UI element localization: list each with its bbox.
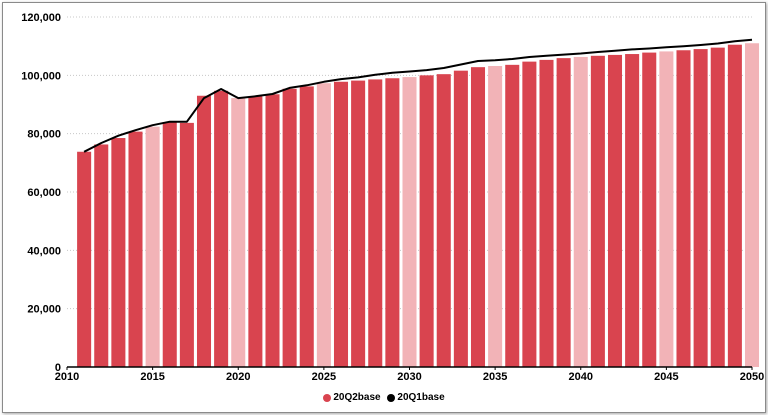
bar xyxy=(607,54,623,368)
bar xyxy=(556,58,571,367)
x-tick-label: 2045 xyxy=(654,371,678,383)
y-tick-label: 60,000 xyxy=(27,187,61,199)
x-tick-label: 2040 xyxy=(569,371,593,383)
bar xyxy=(282,88,297,367)
bar xyxy=(162,122,177,367)
bar xyxy=(488,66,503,367)
y-tick-label: 80,000 xyxy=(27,129,61,141)
bar xyxy=(590,55,605,368)
bar xyxy=(642,52,657,367)
bar xyxy=(111,138,126,367)
legend-marker-series-2 xyxy=(387,393,396,402)
bar xyxy=(744,43,760,367)
bar xyxy=(333,81,349,367)
x-tick-label: 2015 xyxy=(140,371,164,383)
bar xyxy=(77,151,92,367)
bar xyxy=(710,47,725,367)
bar xyxy=(419,75,434,367)
bar xyxy=(231,98,246,367)
bar xyxy=(505,64,520,367)
bar xyxy=(265,94,280,368)
x-tick-label: 2020 xyxy=(226,371,250,383)
legend-label-series-2: 20Q1base xyxy=(397,392,445,403)
legend-marker-series-1 xyxy=(323,393,332,402)
bar xyxy=(436,74,451,368)
series-line xyxy=(83,38,753,153)
x-tick-label: 2050 xyxy=(740,371,764,383)
y-tick-label: 100,000 xyxy=(21,70,61,82)
bar xyxy=(368,79,383,368)
y-tick-label: 120,000 xyxy=(21,12,61,24)
x-tick-label: 2030 xyxy=(397,371,421,383)
bar-series xyxy=(77,43,760,368)
bar xyxy=(573,56,588,367)
bar xyxy=(316,83,331,367)
bar xyxy=(179,122,194,367)
bar xyxy=(727,44,742,367)
bar xyxy=(145,126,160,368)
legend: 20Q2base 20Q1base xyxy=(0,392,768,405)
line-series xyxy=(83,38,753,153)
bar xyxy=(659,51,674,368)
legend-item-series-1: 20Q2base xyxy=(323,392,381,403)
bar xyxy=(385,78,400,367)
bar xyxy=(196,95,212,367)
bar xyxy=(625,54,640,368)
bar xyxy=(470,67,486,368)
bar xyxy=(248,96,263,367)
x-tick-label: 2010 xyxy=(55,371,79,383)
legend-label-series-1: 20Q2base xyxy=(333,392,381,403)
legend-item-series-2: 20Q1base xyxy=(387,392,445,403)
bar xyxy=(676,50,691,367)
bar xyxy=(402,77,417,367)
y-tick-label: 20,000 xyxy=(27,304,61,316)
bar xyxy=(522,61,537,367)
axes: 0 20,000 40,000 60,000 80,000 100,000 120,000 2… xyxy=(21,12,764,383)
bar xyxy=(351,80,366,367)
x-tick-label: 2035 xyxy=(483,371,507,383)
bar xyxy=(214,90,229,368)
bar xyxy=(128,131,143,367)
bar xyxy=(539,59,554,367)
y-tick-label: 40,000 xyxy=(27,245,61,257)
x-tick-label: 2025 xyxy=(312,371,336,383)
bar xyxy=(453,70,468,368)
y-tick-label: 0 xyxy=(55,362,61,374)
bar xyxy=(299,86,314,368)
bar xyxy=(693,49,708,367)
bar xyxy=(94,144,109,367)
